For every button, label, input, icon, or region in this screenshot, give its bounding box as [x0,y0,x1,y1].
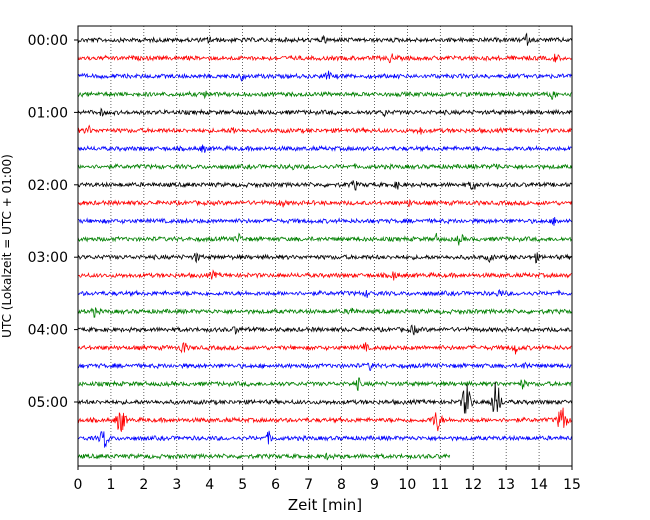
trace-line [77,430,572,448]
x-tick-label: 0 [74,477,83,493]
trace-line [77,216,572,226]
seismogram-traces [77,32,572,461]
x-tick-label: 5 [238,477,247,493]
trace-line [77,288,572,298]
trace-line [77,232,572,246]
trace-line [77,307,572,318]
x-tick-label: 11 [431,477,449,493]
x-tick-label: 6 [271,477,280,493]
x-tick-label: 9 [370,477,379,493]
trace-line [77,252,572,264]
x-tick-label: 10 [398,477,416,493]
trace-line [77,381,572,414]
y-tick-label: 02:00 [28,178,68,194]
trace-line [77,162,572,171]
x-tick-label: 8 [337,477,346,493]
y-tick-label: 04:00 [28,323,68,339]
trace-line [77,107,572,118]
y-tick-label: 00:00 [28,33,68,49]
trace-line [77,90,572,100]
trace-line [77,124,572,135]
grid-lines [110,26,540,466]
trace-line [78,198,572,208]
trace-line [77,452,451,461]
x-tick-label: 3 [172,477,181,493]
trace-line [77,341,572,355]
y-axis-label: UTC (Lokalzeit = UTC + 01:00) [0,154,14,338]
x-tick-label: 12 [464,477,482,493]
x-tick-label: 4 [205,477,214,493]
trace-line [77,53,572,64]
y-tick-label: 01:00 [28,105,68,121]
x-axis-ticks: 0 1 2 3 4 5 6 7 8 9 10 11 12 13 14 15 [74,466,581,493]
trace-line [77,32,572,46]
trace-line [77,377,572,392]
y-axis-ticks: 00:00 01:00 02:00 03:00 04:00 05:00 [28,33,78,411]
x-tick-label: 1 [106,477,115,493]
x-tick-label: 2 [139,477,148,493]
y-tick-label: 03:00 [28,250,68,266]
x-tick-label: 13 [497,477,515,493]
x-tick-label: 15 [563,477,581,493]
trace-line [77,324,572,336]
x-tick-label: 14 [530,477,548,493]
y-tick-label: 05:00 [28,395,68,411]
trace-line [77,361,572,371]
x-axis-label: Zeit [min] [288,496,362,514]
trace-line [77,144,572,153]
trace-line [77,269,572,281]
plot-frame [77,25,573,467]
trace-line [77,70,572,82]
trace-line [77,180,572,191]
x-tick-label: 7 [304,477,313,493]
trace-line [77,407,572,432]
